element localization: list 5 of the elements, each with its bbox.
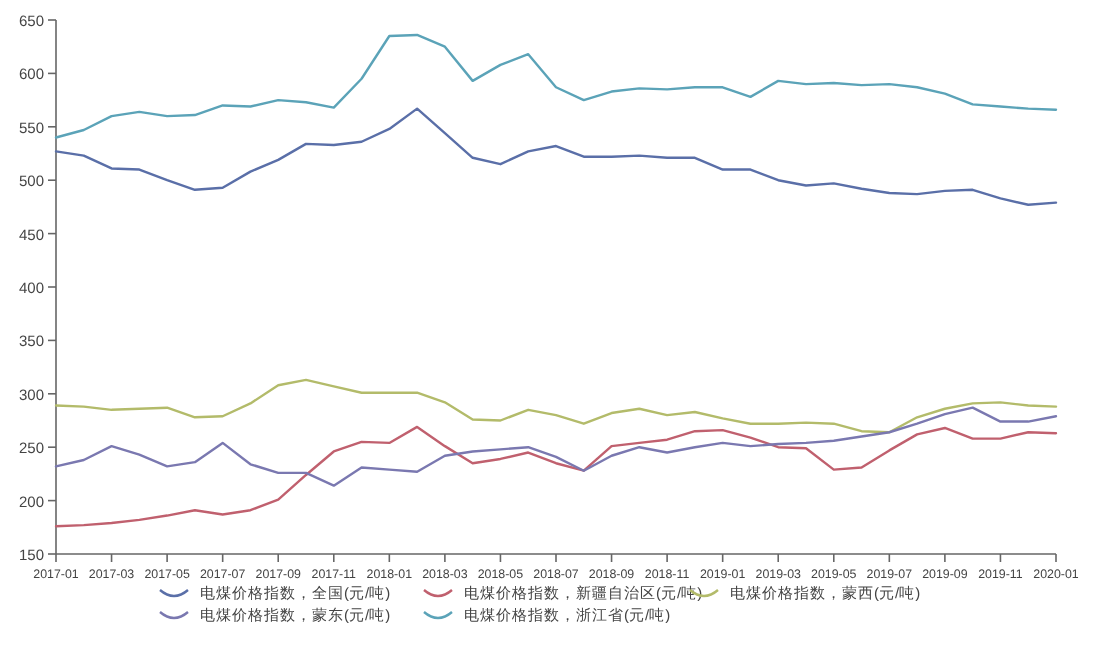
line-series	[54, 107, 1058, 206]
line-series	[54, 406, 1058, 487]
line-series	[54, 33, 1058, 139]
line-series	[54, 425, 1058, 528]
line-series	[54, 378, 1058, 434]
